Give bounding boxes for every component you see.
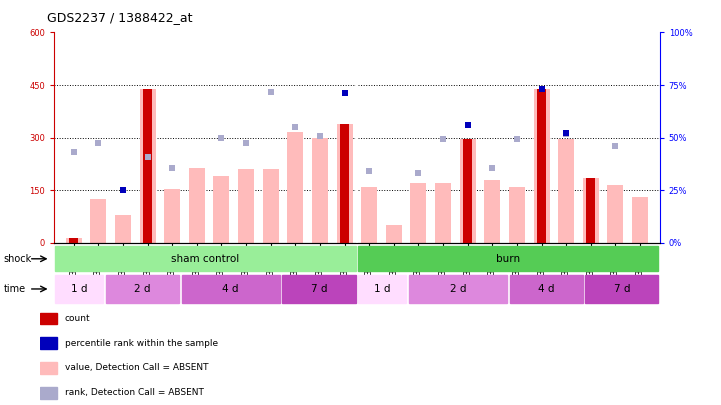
Bar (40, 362, 57, 374)
Bar (358, 275, 406, 303)
Bar (90, 199, 107, 243)
Text: 2 d: 2 d (450, 284, 466, 294)
Bar (358, 246, 658, 271)
Bar (182, 275, 280, 303)
Bar (485, 180, 500, 243)
Bar (537, 89, 546, 243)
Bar (40, 313, 57, 324)
Bar (213, 176, 229, 243)
Bar (262, 169, 279, 243)
Bar (140, 89, 156, 243)
Text: 2 d: 2 d (134, 284, 151, 294)
Bar (607, 185, 624, 243)
Bar (435, 183, 451, 243)
Bar (464, 139, 472, 243)
Bar (509, 187, 525, 243)
Bar (585, 275, 658, 303)
Text: GDS2237 / 1388422_at: GDS2237 / 1388422_at (47, 11, 193, 24)
Bar (189, 168, 205, 243)
Text: burn: burn (496, 254, 521, 264)
Text: count: count (65, 314, 91, 323)
Bar (143, 89, 152, 243)
Text: shock: shock (4, 254, 32, 264)
Bar (106, 275, 179, 303)
Bar (56, 275, 103, 303)
Bar (288, 132, 304, 243)
Bar (56, 246, 355, 271)
Bar (460, 139, 476, 243)
Text: value, Detection Call = ABSENT: value, Detection Call = ABSENT (65, 363, 208, 373)
Bar (340, 124, 349, 243)
Bar (312, 138, 328, 243)
Bar (69, 238, 78, 243)
Bar (283, 275, 355, 303)
Text: rank, Detection Call = ABSENT: rank, Detection Call = ABSENT (65, 388, 204, 397)
Bar (586, 178, 595, 243)
Bar (361, 187, 377, 243)
Bar (40, 387, 57, 399)
Text: 4 d: 4 d (223, 284, 239, 294)
Text: 1 d: 1 d (71, 284, 87, 294)
Bar (386, 226, 402, 243)
Text: 1 d: 1 d (374, 284, 390, 294)
Bar (238, 169, 254, 243)
Bar (534, 89, 549, 243)
Text: 7 d: 7 d (614, 284, 630, 294)
Bar (510, 275, 583, 303)
Text: sham control: sham control (172, 254, 239, 264)
Text: 7 d: 7 d (311, 284, 327, 294)
Text: time: time (4, 284, 26, 294)
Bar (66, 238, 81, 243)
Bar (164, 189, 180, 243)
Text: 4 d: 4 d (538, 284, 554, 294)
Bar (40, 337, 57, 349)
Text: percentile rank within the sample: percentile rank within the sample (65, 339, 218, 348)
Bar (337, 124, 353, 243)
Bar (632, 197, 648, 243)
Bar (583, 178, 598, 243)
Bar (115, 215, 131, 243)
Bar (558, 139, 574, 243)
Bar (410, 183, 426, 243)
Bar (409, 275, 507, 303)
